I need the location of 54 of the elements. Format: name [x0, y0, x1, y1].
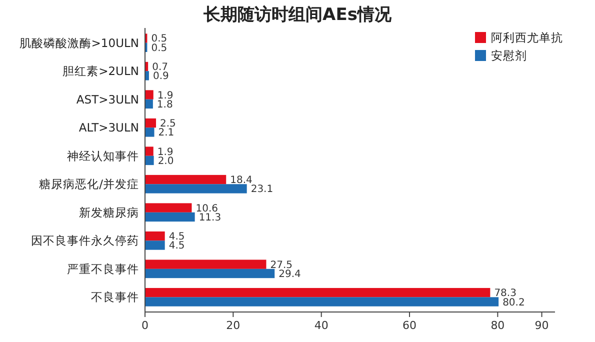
- bar: [145, 99, 153, 109]
- data-label: 1.9: [157, 90, 174, 102]
- data-label: 1.8: [156, 99, 173, 110]
- bar: [145, 146, 154, 156]
- legend-label: 阿利西尤单抗: [491, 30, 563, 45]
- data-label: 0.5: [151, 34, 168, 45]
- y-tick-label: 严重不良事件: [67, 262, 139, 276]
- bar: [145, 184, 247, 194]
- data-label: 29.4: [278, 268, 301, 280]
- bar: [145, 128, 154, 137]
- data-label: 80.2: [502, 297, 525, 308]
- y-tick-label: 新发糖尿病: [79, 205, 139, 220]
- y-tick-label: AST>3ULN: [76, 92, 139, 106]
- y-tick-label: 不良事件: [91, 290, 139, 304]
- data-label: 2.1: [158, 128, 174, 139]
- data-label: 10.6: [196, 203, 218, 214]
- bar: [145, 174, 226, 184]
- x-tick-label: 40: [314, 319, 328, 332]
- bar: [145, 156, 154, 166]
- y-tick-label: 胆红素>2ULN: [62, 64, 139, 78]
- y-tick-label: 因不良事件永久停药: [31, 234, 139, 248]
- x-tick-label: 0: [142, 319, 148, 332]
- x-tick-label: 80: [490, 319, 505, 332]
- data-label: 0.7: [152, 62, 168, 73]
- bar: [145, 118, 156, 128]
- x-tick-label: 90: [534, 319, 549, 332]
- bar: [145, 71, 149, 80]
- bar: [145, 212, 195, 222]
- data-label: 0.5: [151, 42, 168, 54]
- bar: [145, 203, 192, 212]
- data-label: 4.5: [168, 240, 185, 252]
- y-tick-label: ALT>3ULN: [78, 120, 139, 135]
- x-tick-label: 60: [402, 319, 417, 332]
- bar: [145, 268, 275, 278]
- bar: [145, 231, 165, 241]
- y-tick-label: 神经认知事件: [67, 148, 139, 163]
- legend-label: 安慰剂: [491, 48, 527, 63]
- data-label: 23.1: [250, 184, 274, 196]
- bar: [145, 260, 266, 269]
- data-label: 0.9: [152, 71, 169, 82]
- data-label: 2.0: [158, 156, 174, 167]
- bar: [145, 288, 490, 298]
- data-label: 11.3: [198, 212, 222, 224]
- data-label: 27.5: [270, 260, 292, 271]
- data-label: 1.9: [157, 146, 174, 158]
- bar: [145, 240, 165, 250]
- x-tick-label: 20: [226, 319, 240, 332]
- y-tick-label: 肌酸磷酸激酶>10ULN: [19, 36, 139, 50]
- bar: [145, 90, 154, 100]
- bar: [145, 297, 499, 306]
- y-tick-label: 糖尿病恶化/并发症: [39, 177, 139, 192]
- chart-title: 长期随访时组间AEs情况: [202, 5, 392, 25]
- data-label: 78.3: [494, 288, 516, 300]
- data-label: 18.4: [230, 175, 252, 186]
